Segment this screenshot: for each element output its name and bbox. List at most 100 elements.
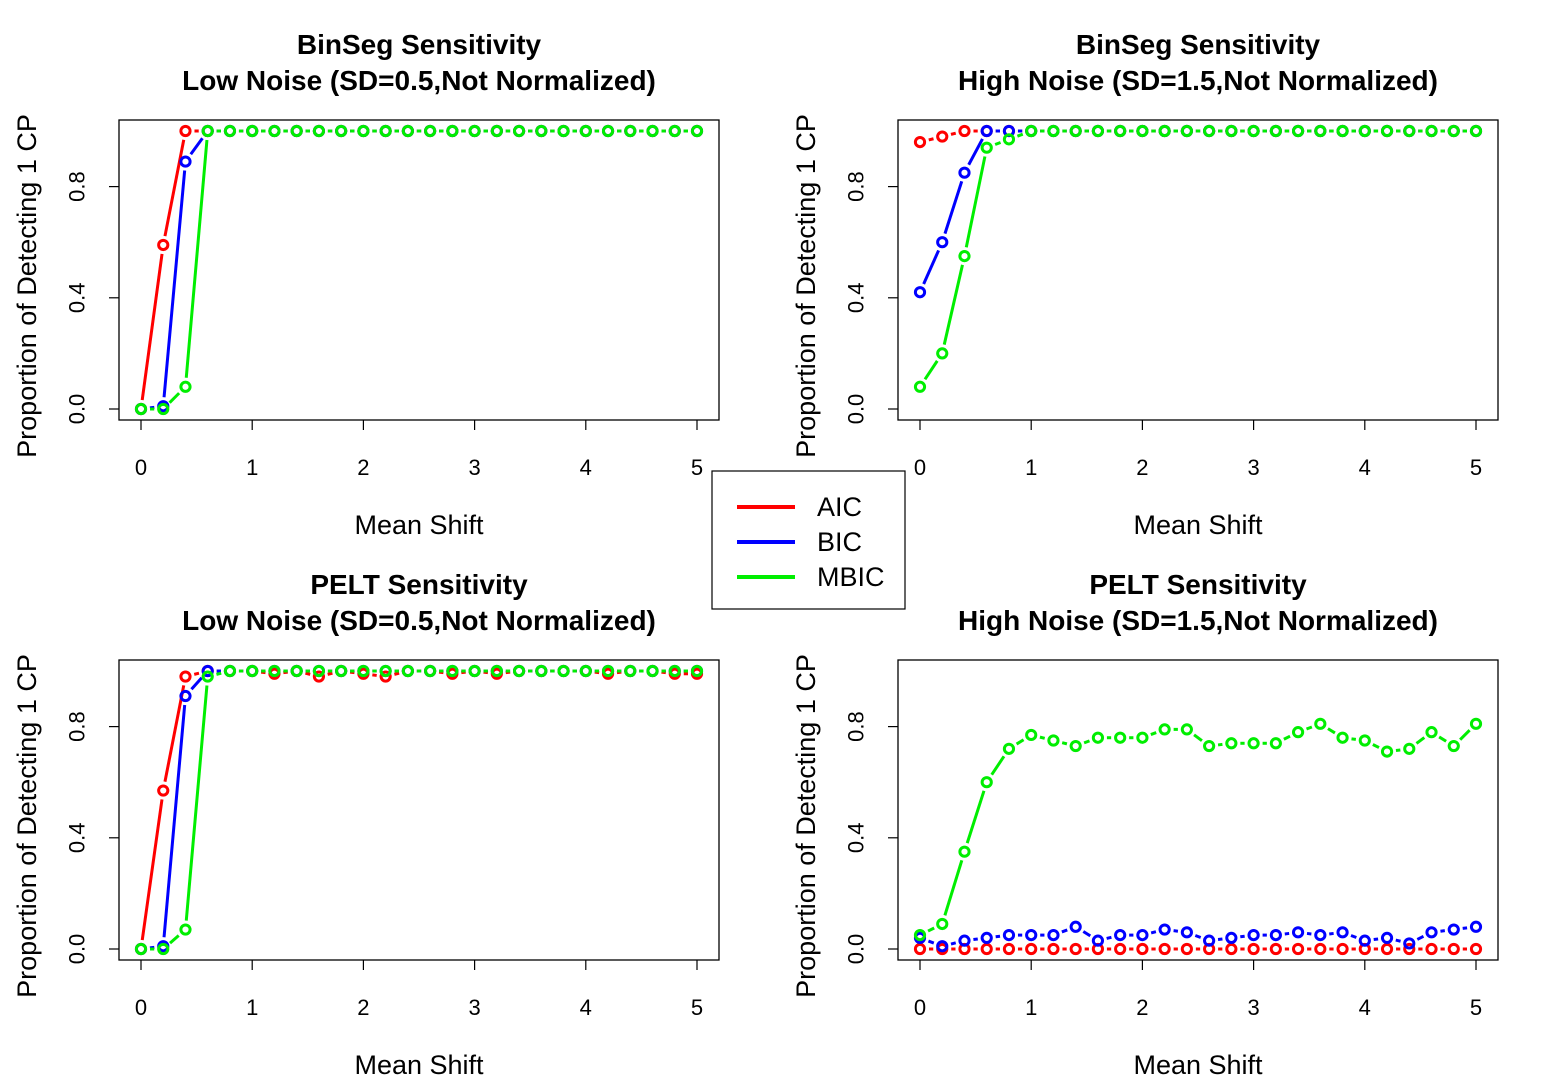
series-bic <box>913 124 1483 299</box>
data-point <box>1336 926 1349 939</box>
data-point <box>179 670 192 683</box>
data-point <box>246 664 259 678</box>
legend-label-bic: BIC <box>817 527 862 557</box>
data-point <box>179 380 192 393</box>
series-line-segment <box>184 139 209 378</box>
series-line-segment <box>1173 929 1179 933</box>
x-axis-label: Mean Shift <box>354 510 484 540</box>
data-point <box>1314 717 1327 730</box>
data-point <box>490 124 503 138</box>
data-point <box>668 664 681 678</box>
series-line-segment <box>994 141 1002 146</box>
data-point <box>1314 929 1327 942</box>
data-point <box>1025 728 1038 742</box>
series-line-segment <box>964 156 987 248</box>
data-point <box>936 130 949 143</box>
data-point <box>1403 124 1416 138</box>
data-point <box>646 124 659 138</box>
data-point <box>1269 124 1282 138</box>
data-point <box>512 124 526 138</box>
chart-subtitle: High Noise (SD=1.5,Not Normalized) <box>958 605 1438 636</box>
series-line-segment <box>162 704 187 938</box>
data-point <box>157 238 170 252</box>
chart-title: BinSeg Sensitivity <box>297 29 542 60</box>
data-point <box>290 664 303 678</box>
data-point <box>401 124 414 138</box>
data-point <box>379 124 392 138</box>
x-tick-label: 4 <box>1359 455 1371 480</box>
series-line-segment <box>990 755 1006 776</box>
series-line-segment <box>1194 934 1202 939</box>
data-point <box>424 664 437 678</box>
data-point <box>1203 739 1216 753</box>
data-point <box>1225 942 1238 956</box>
series-line-segment <box>1015 738 1025 746</box>
data-point <box>223 664 237 678</box>
data-point <box>913 942 927 956</box>
data-point <box>312 664 326 678</box>
x-tick-label: 0 <box>914 995 926 1020</box>
series-line-segment <box>1039 735 1046 740</box>
series-line-segment <box>1329 931 1334 936</box>
y-tick-label: 0.8 <box>844 711 869 742</box>
data-point <box>668 124 681 138</box>
data-point <box>1336 731 1349 744</box>
data-point <box>958 250 971 263</box>
data-point <box>1136 942 1149 956</box>
x-tick-label: 3 <box>468 995 480 1020</box>
data-point <box>936 347 949 360</box>
x-tick-label: 5 <box>1470 455 1482 480</box>
series-line-segment <box>973 937 978 942</box>
chart-subtitle: High Noise (SD=1.5,Not Normalized) <box>958 65 1438 96</box>
data-point <box>980 931 993 944</box>
plot-frame <box>118 119 720 421</box>
data-point <box>690 124 704 138</box>
data-point <box>1403 942 1416 956</box>
x-tick-label: 1 <box>246 995 258 1020</box>
series-line-segment <box>1440 929 1446 933</box>
series-line-segment <box>1061 928 1068 934</box>
y-axis-label: Proportion of Detecting 1 CP <box>791 654 821 998</box>
series-aic <box>134 124 704 416</box>
data-point <box>1425 124 1438 138</box>
series-line-segment <box>922 249 940 285</box>
series-aic <box>913 942 1483 956</box>
data-point <box>601 124 615 138</box>
chart-title: PELT Sensitivity <box>310 569 528 600</box>
data-point <box>379 664 392 678</box>
data-point <box>1002 133 1016 146</box>
series-line-segment <box>950 131 957 136</box>
y-tick-label: 0.0 <box>65 394 90 425</box>
data-point <box>134 402 148 416</box>
data-point <box>913 136 927 149</box>
series-line-segment <box>1462 926 1468 930</box>
series-line-segment <box>184 685 209 921</box>
data-point <box>980 942 993 956</box>
data-point <box>936 917 949 931</box>
series-line-segment <box>1061 741 1068 746</box>
series-line-segment <box>1193 733 1203 742</box>
data-point <box>601 664 615 678</box>
data-point <box>268 124 281 138</box>
data-point <box>1247 929 1260 942</box>
data-point <box>1247 942 1260 956</box>
legend-label-mbic: MBIC <box>817 562 885 592</box>
data-point <box>290 124 303 138</box>
x-tick-label: 1 <box>246 455 258 480</box>
x-tick-label: 3 <box>468 455 480 480</box>
data-point <box>557 664 570 678</box>
data-point <box>1158 942 1171 956</box>
series-line-segment <box>950 941 957 946</box>
data-point <box>1114 942 1127 956</box>
series-line-segment <box>1395 748 1401 752</box>
x-tick-label: 1 <box>1025 995 1037 1020</box>
data-point <box>1469 717 1483 730</box>
data-point <box>579 124 592 138</box>
data-point <box>1180 942 1193 956</box>
data-point <box>512 664 526 678</box>
series-line-segment <box>189 137 204 156</box>
data-point <box>958 166 971 179</box>
series-line-segment <box>927 926 935 933</box>
series-line-segment <box>140 253 164 401</box>
data-point <box>357 124 370 138</box>
